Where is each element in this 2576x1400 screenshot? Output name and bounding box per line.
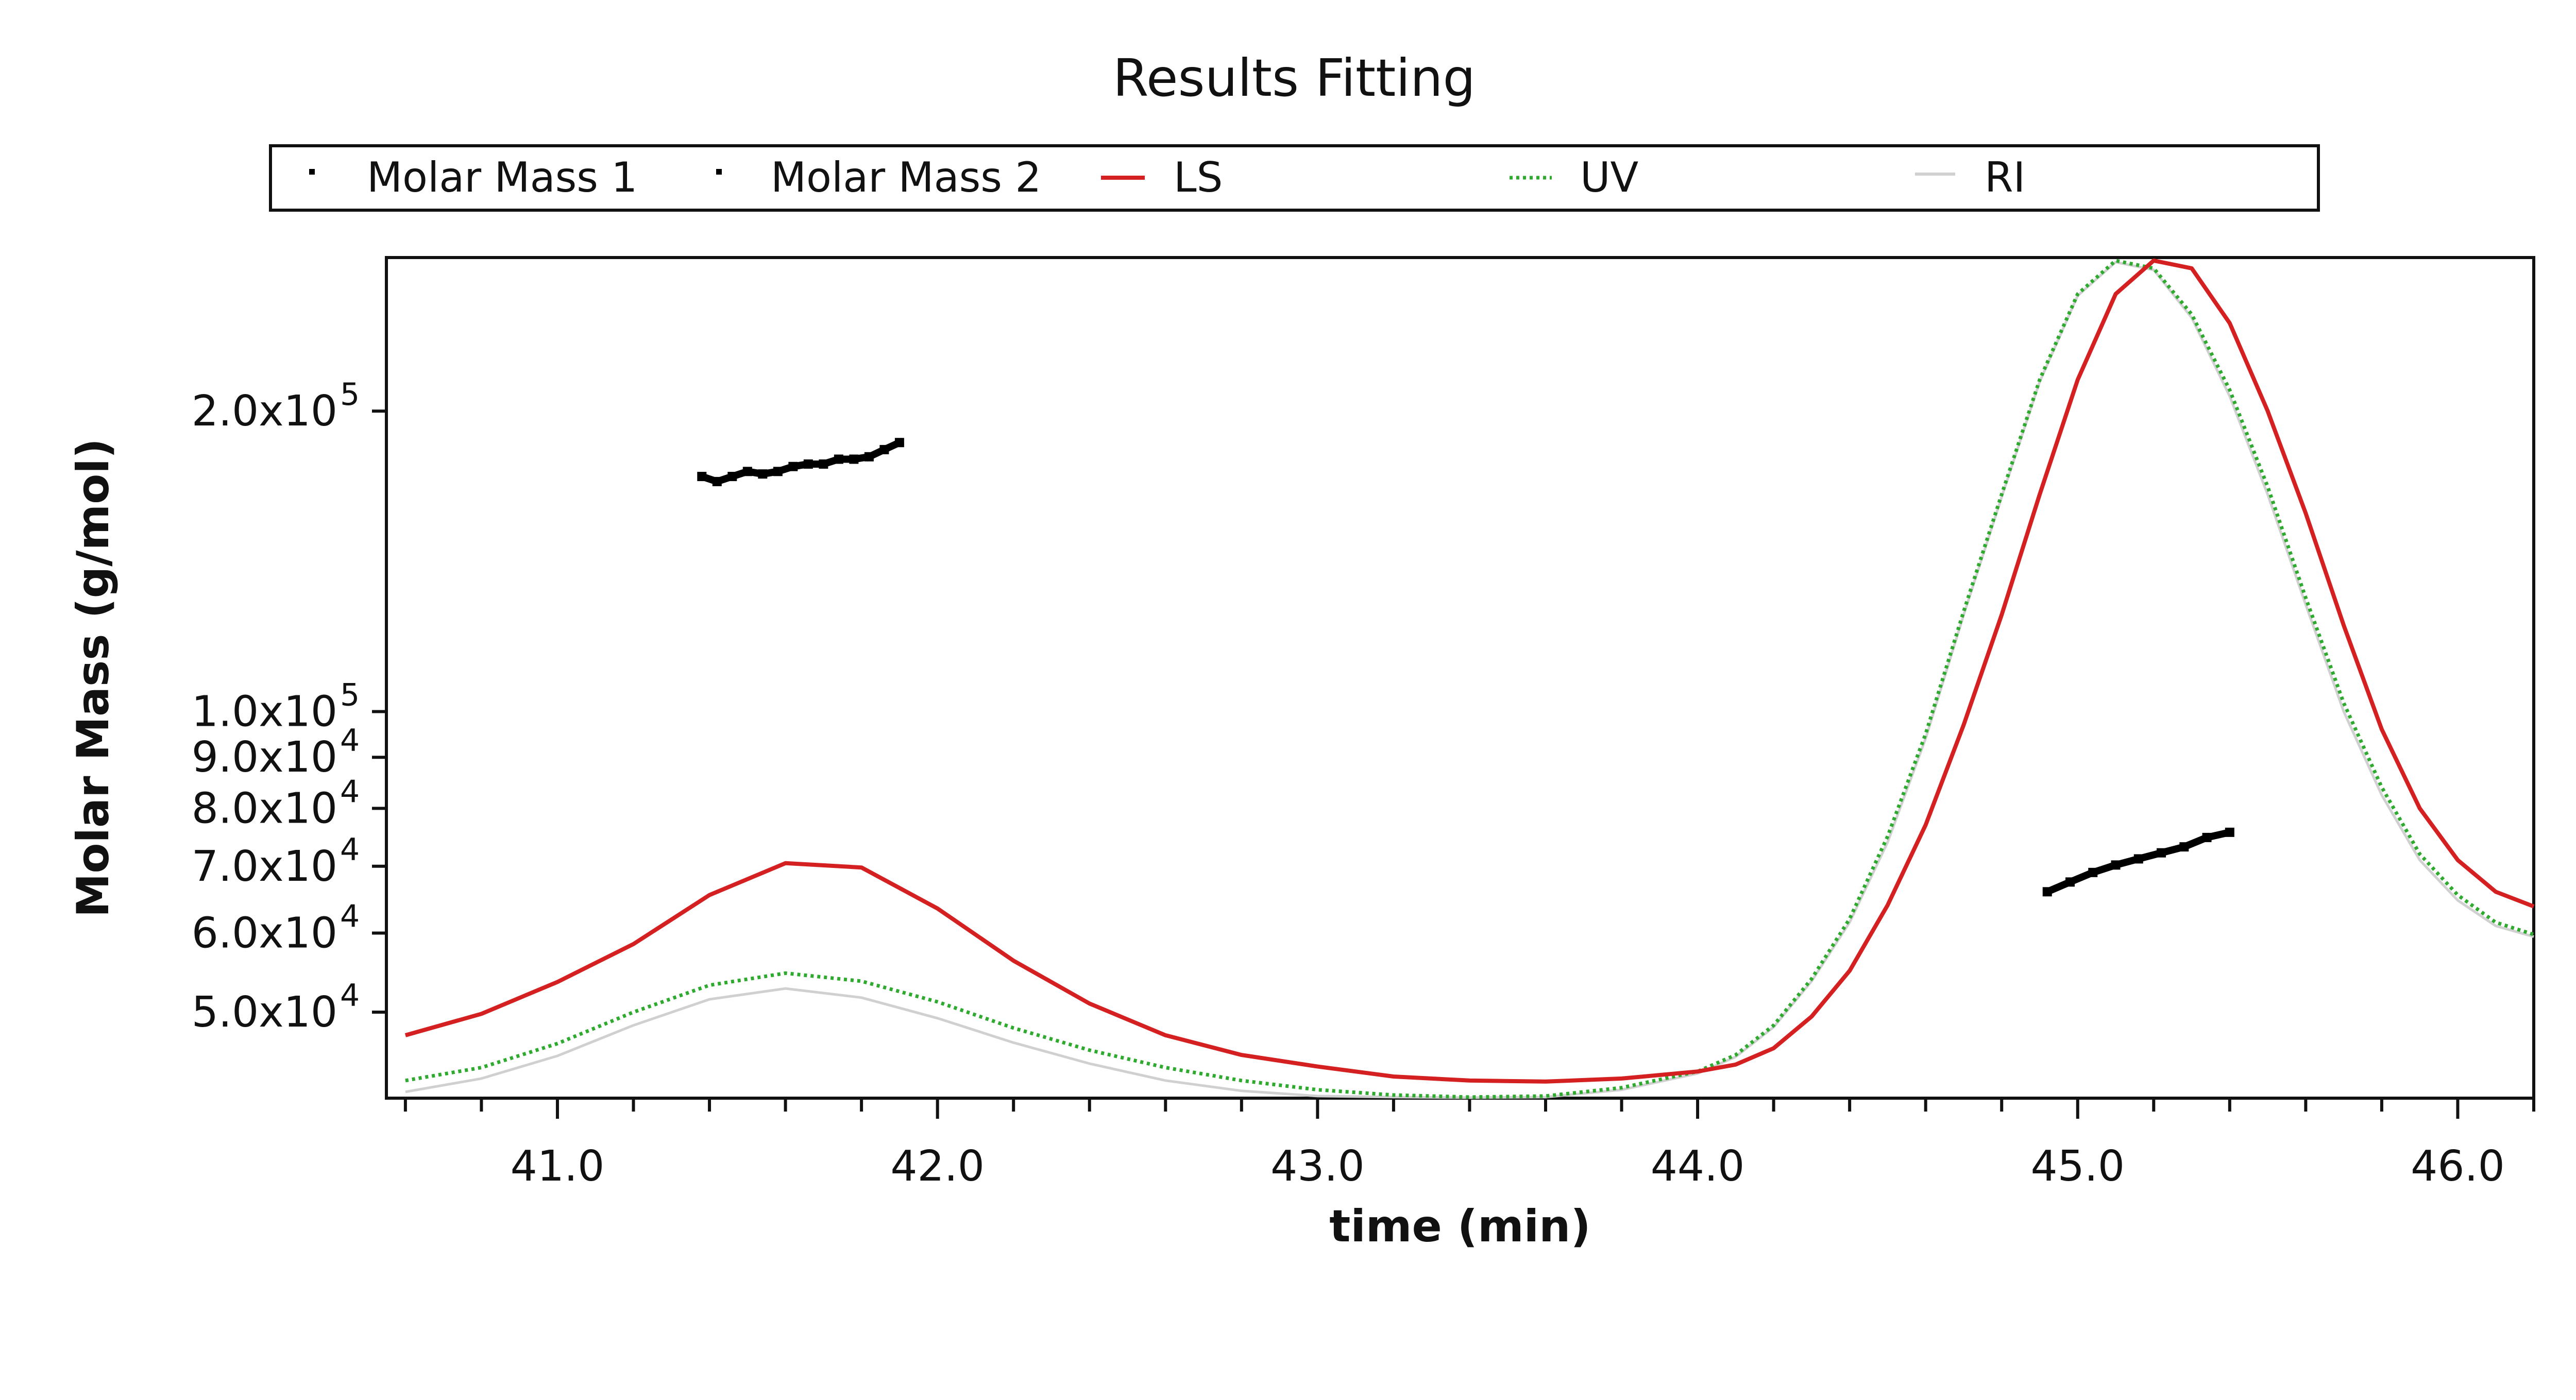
y-tick-exponent: 4 (340, 832, 360, 868)
y-tick-label: 6.0x10 (192, 909, 337, 958)
chart-title: Results Fitting (1113, 48, 1476, 108)
legend-label-ls: LS (1174, 153, 1223, 201)
series-molar-mass-2 (2042, 827, 2234, 897)
y-tick-label: 8.0x10 (192, 784, 337, 833)
x-axis: 41.0 42.0 43.0 44.0 45.0 46.0 (403, 1098, 2535, 1191)
x-tick-label: 44.0 (1651, 1142, 1745, 1191)
x-axis-title: time (min) (1329, 1201, 1590, 1252)
series-line-ri (405, 261, 2534, 1099)
legend-label-molar-mass-2: Molar Mass 2 (771, 153, 1041, 201)
series-line-ls (404, 258, 2535, 1084)
legend: Molar Mass 1 Molar Mass 2 LS UV RI (269, 144, 2320, 212)
y-tick-exponent: 5 (340, 677, 360, 713)
y-tick-label: 9.0x10 (192, 733, 337, 782)
y-tick-label: 2.0x10 (192, 387, 337, 436)
y-tick-exponent: 4 (340, 978, 360, 1014)
y-tick-exponent: 4 (340, 774, 360, 810)
x-tick-label: 45.0 (2030, 1142, 2125, 1191)
legend-frame (269, 144, 2320, 212)
y-tick-label: 7.0x10 (192, 842, 337, 891)
legend-label-uv: UV (1580, 153, 1639, 201)
series-layer (404, 258, 2535, 1099)
y-axis: 2.0x10 51.0x10 59.0x10 48.0x10 47.0x10 46.0x1… (192, 377, 386, 1037)
y-tick-label: 1.0x10 (192, 688, 337, 737)
legend-label-ri: RI (1985, 153, 2025, 201)
x-tick-label: 46.0 (2411, 1142, 2505, 1191)
legend-symbol-molar-mass-1 (309, 169, 315, 175)
y-tick-exponent: 4 (340, 723, 360, 759)
x-tick-label: 42.0 (890, 1142, 985, 1191)
y-tick-exponent: 5 (340, 377, 360, 413)
data-point (894, 438, 904, 448)
legend-symbol-molar-mass-2 (716, 169, 722, 175)
legend-label-molar-mass-1: Molar Mass 1 (367, 153, 637, 201)
x-tick-label: 43.0 (1270, 1142, 1365, 1191)
x-tick-label: 41.0 (511, 1142, 605, 1191)
y-tick-label: 5.0x10 (192, 988, 337, 1037)
y-tick-exponent: 4 (340, 899, 360, 935)
y-axis-title: Molar Mass (g/mol) (67, 438, 119, 917)
data-point (2225, 827, 2234, 837)
series-molar-mass-1 (697, 437, 905, 486)
